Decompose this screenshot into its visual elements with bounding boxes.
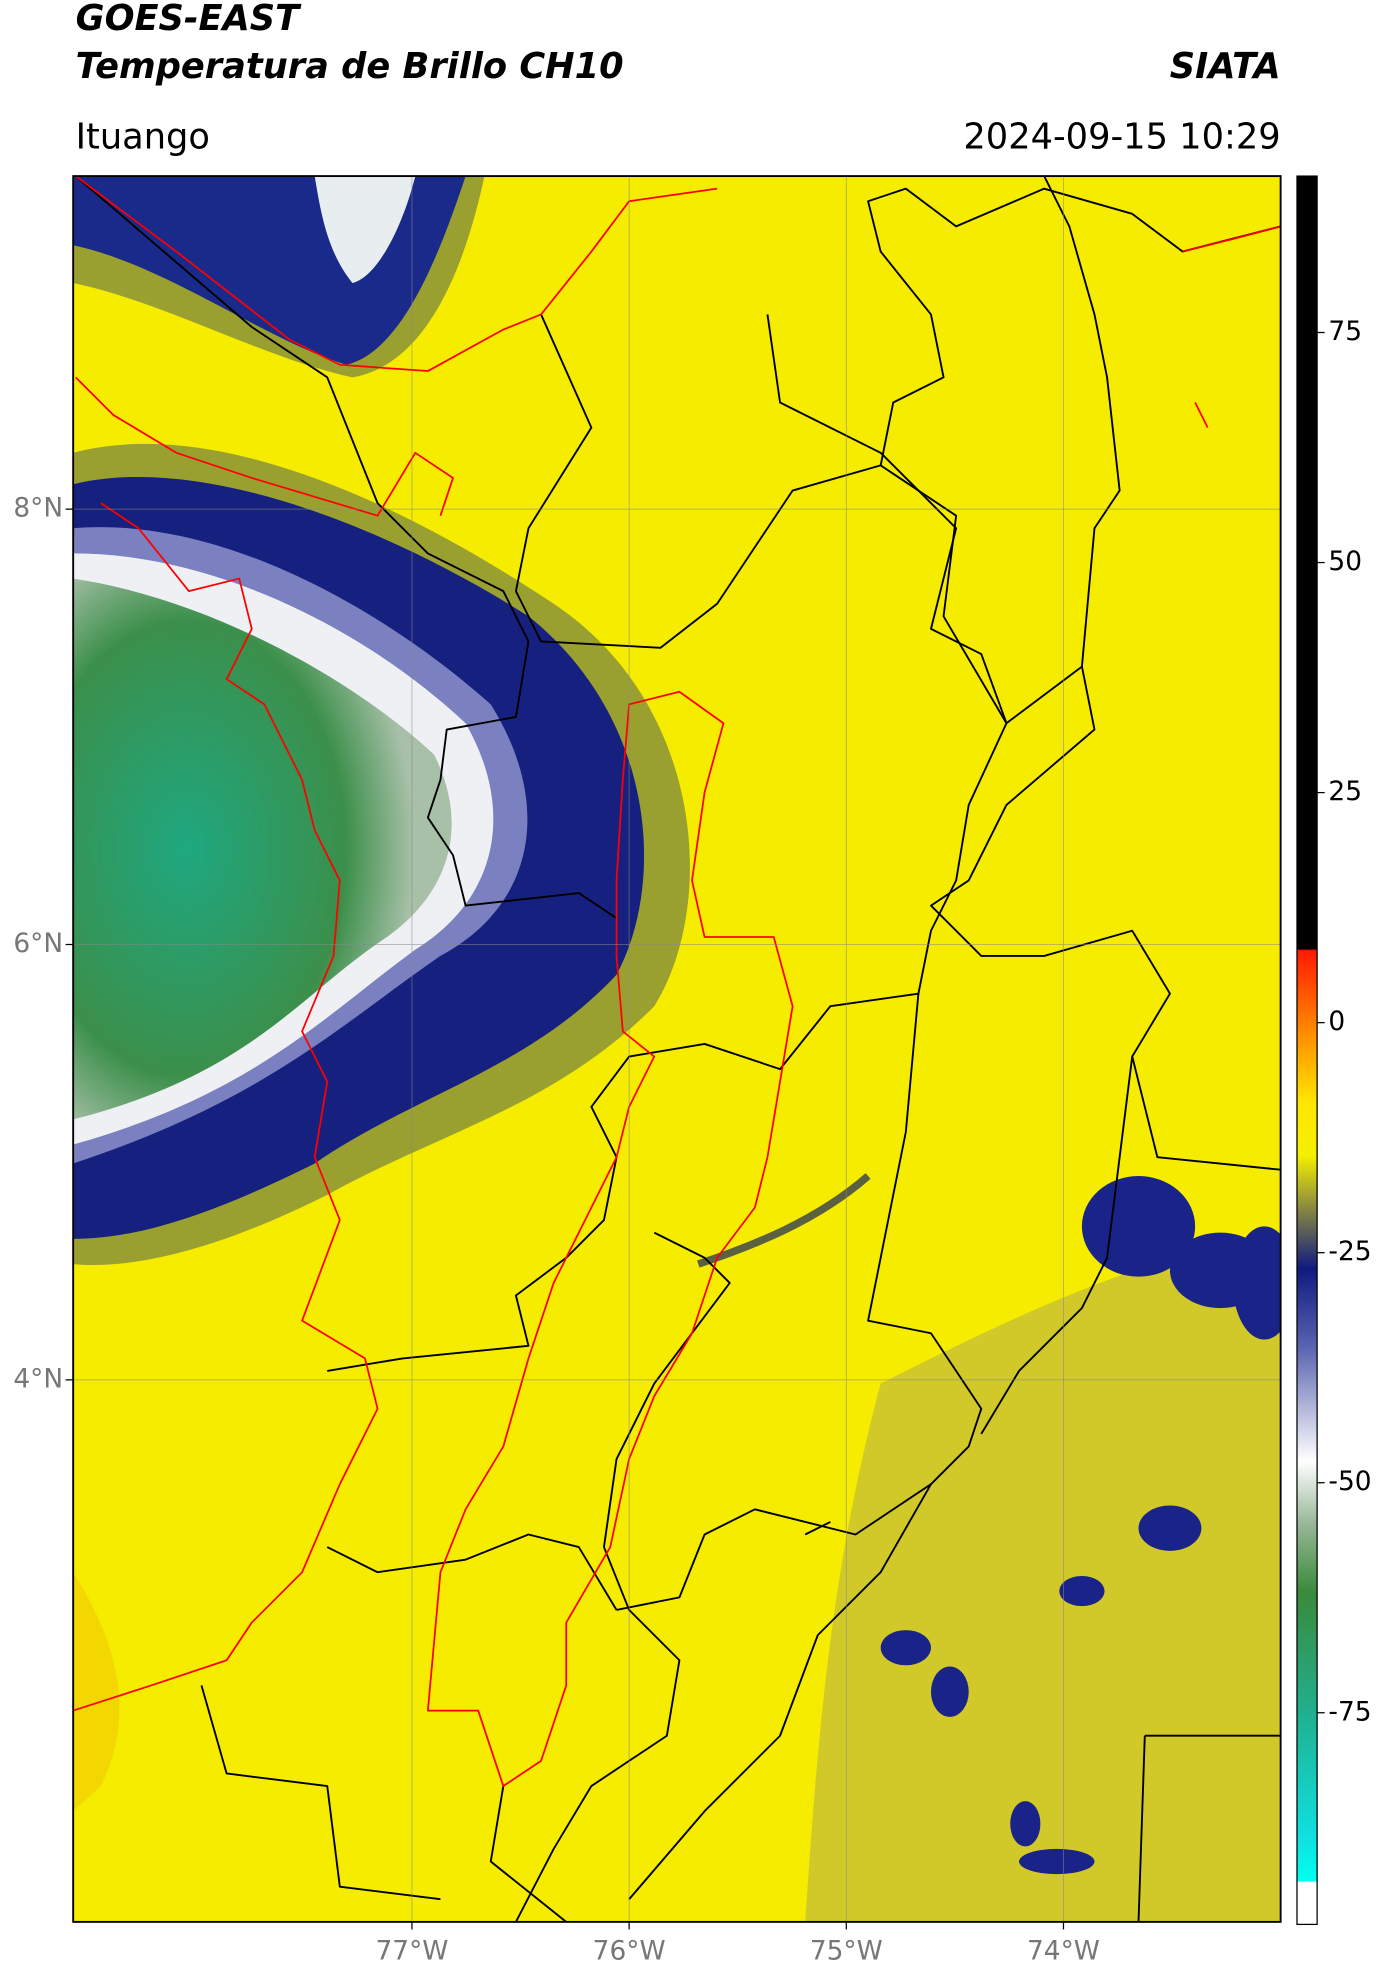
lon-label: 74°W [1027, 1936, 1100, 1967]
map-frame [72, 175, 1282, 1923]
coastline [75, 376, 454, 517]
colorbar-tick-label: -50 [1328, 1466, 1371, 1497]
colorbar-tick-label: 50 [1328, 546, 1362, 577]
location: Ituango [76, 116, 210, 157]
lat-label: 6°N [13, 928, 63, 959]
warm-region [73, 1572, 120, 1812]
lon-label: 77°W [375, 1936, 448, 1967]
coastline [1182, 225, 1281, 429]
border [766, 176, 1121, 725]
graticule-labels: 77°W 76°W 75°W 74°W 8°N 6°N 4°N [13, 493, 1100, 1967]
lon-label: 75°W [810, 1936, 883, 1967]
border [515, 1231, 731, 1922]
cell [1010, 1801, 1041, 1847]
border [327, 464, 1008, 1372]
graticule [73, 176, 1281, 1922]
cold-cells [880, 1176, 1281, 1875]
border [200, 1685, 1281, 1922]
cell [1059, 1575, 1105, 1607]
borders [75, 176, 1281, 1922]
cell [930, 1666, 969, 1717]
cloud-top-white [314, 176, 416, 283]
lat-label: 4°N [13, 1363, 63, 1394]
border [628, 993, 983, 1900]
warm-cloud-region [805, 1232, 1281, 1922]
colorbar-tick-label: 0 [1328, 1006, 1345, 1037]
border [616, 1056, 1134, 1611]
coastline [73, 502, 379, 1712]
colorbar-tick-label: -25 [1328, 1236, 1371, 1267]
coastline [75, 176, 718, 372]
border [75, 176, 618, 919]
subtitle: Temperatura de Brillo CH10 [76, 46, 624, 87]
title: GOES-EAST [76, 0, 302, 39]
red-lines [73, 176, 1281, 1787]
cloud-core [73, 578, 452, 1120]
colorbar-tick-label: 25 [1328, 776, 1362, 807]
colorbar-tick-label: -75 [1328, 1696, 1371, 1727]
cell [1019, 1848, 1095, 1875]
lat-label: 8°N [13, 493, 63, 524]
cell [1138, 1505, 1202, 1551]
colorbar [1296, 175, 1318, 1926]
cell [1232, 1226, 1281, 1340]
colorbar-tick-label: 75 [1328, 316, 1362, 347]
border [326, 1521, 831, 1611]
border [930, 666, 1281, 1171]
cell [1081, 1176, 1196, 1277]
department-border [426, 690, 794, 1787]
satellite-image [73, 176, 1281, 1922]
lon-label: 76°W [593, 1936, 666, 1967]
border [514, 187, 1281, 649]
colorbar-ticks: 75 50 25 0 -25 -50 -75 [1317, 316, 1372, 1727]
datetime: 2024-09-15 10:29 [963, 116, 1280, 157]
cell [880, 1630, 931, 1666]
brand: SIATA [1170, 46, 1281, 87]
